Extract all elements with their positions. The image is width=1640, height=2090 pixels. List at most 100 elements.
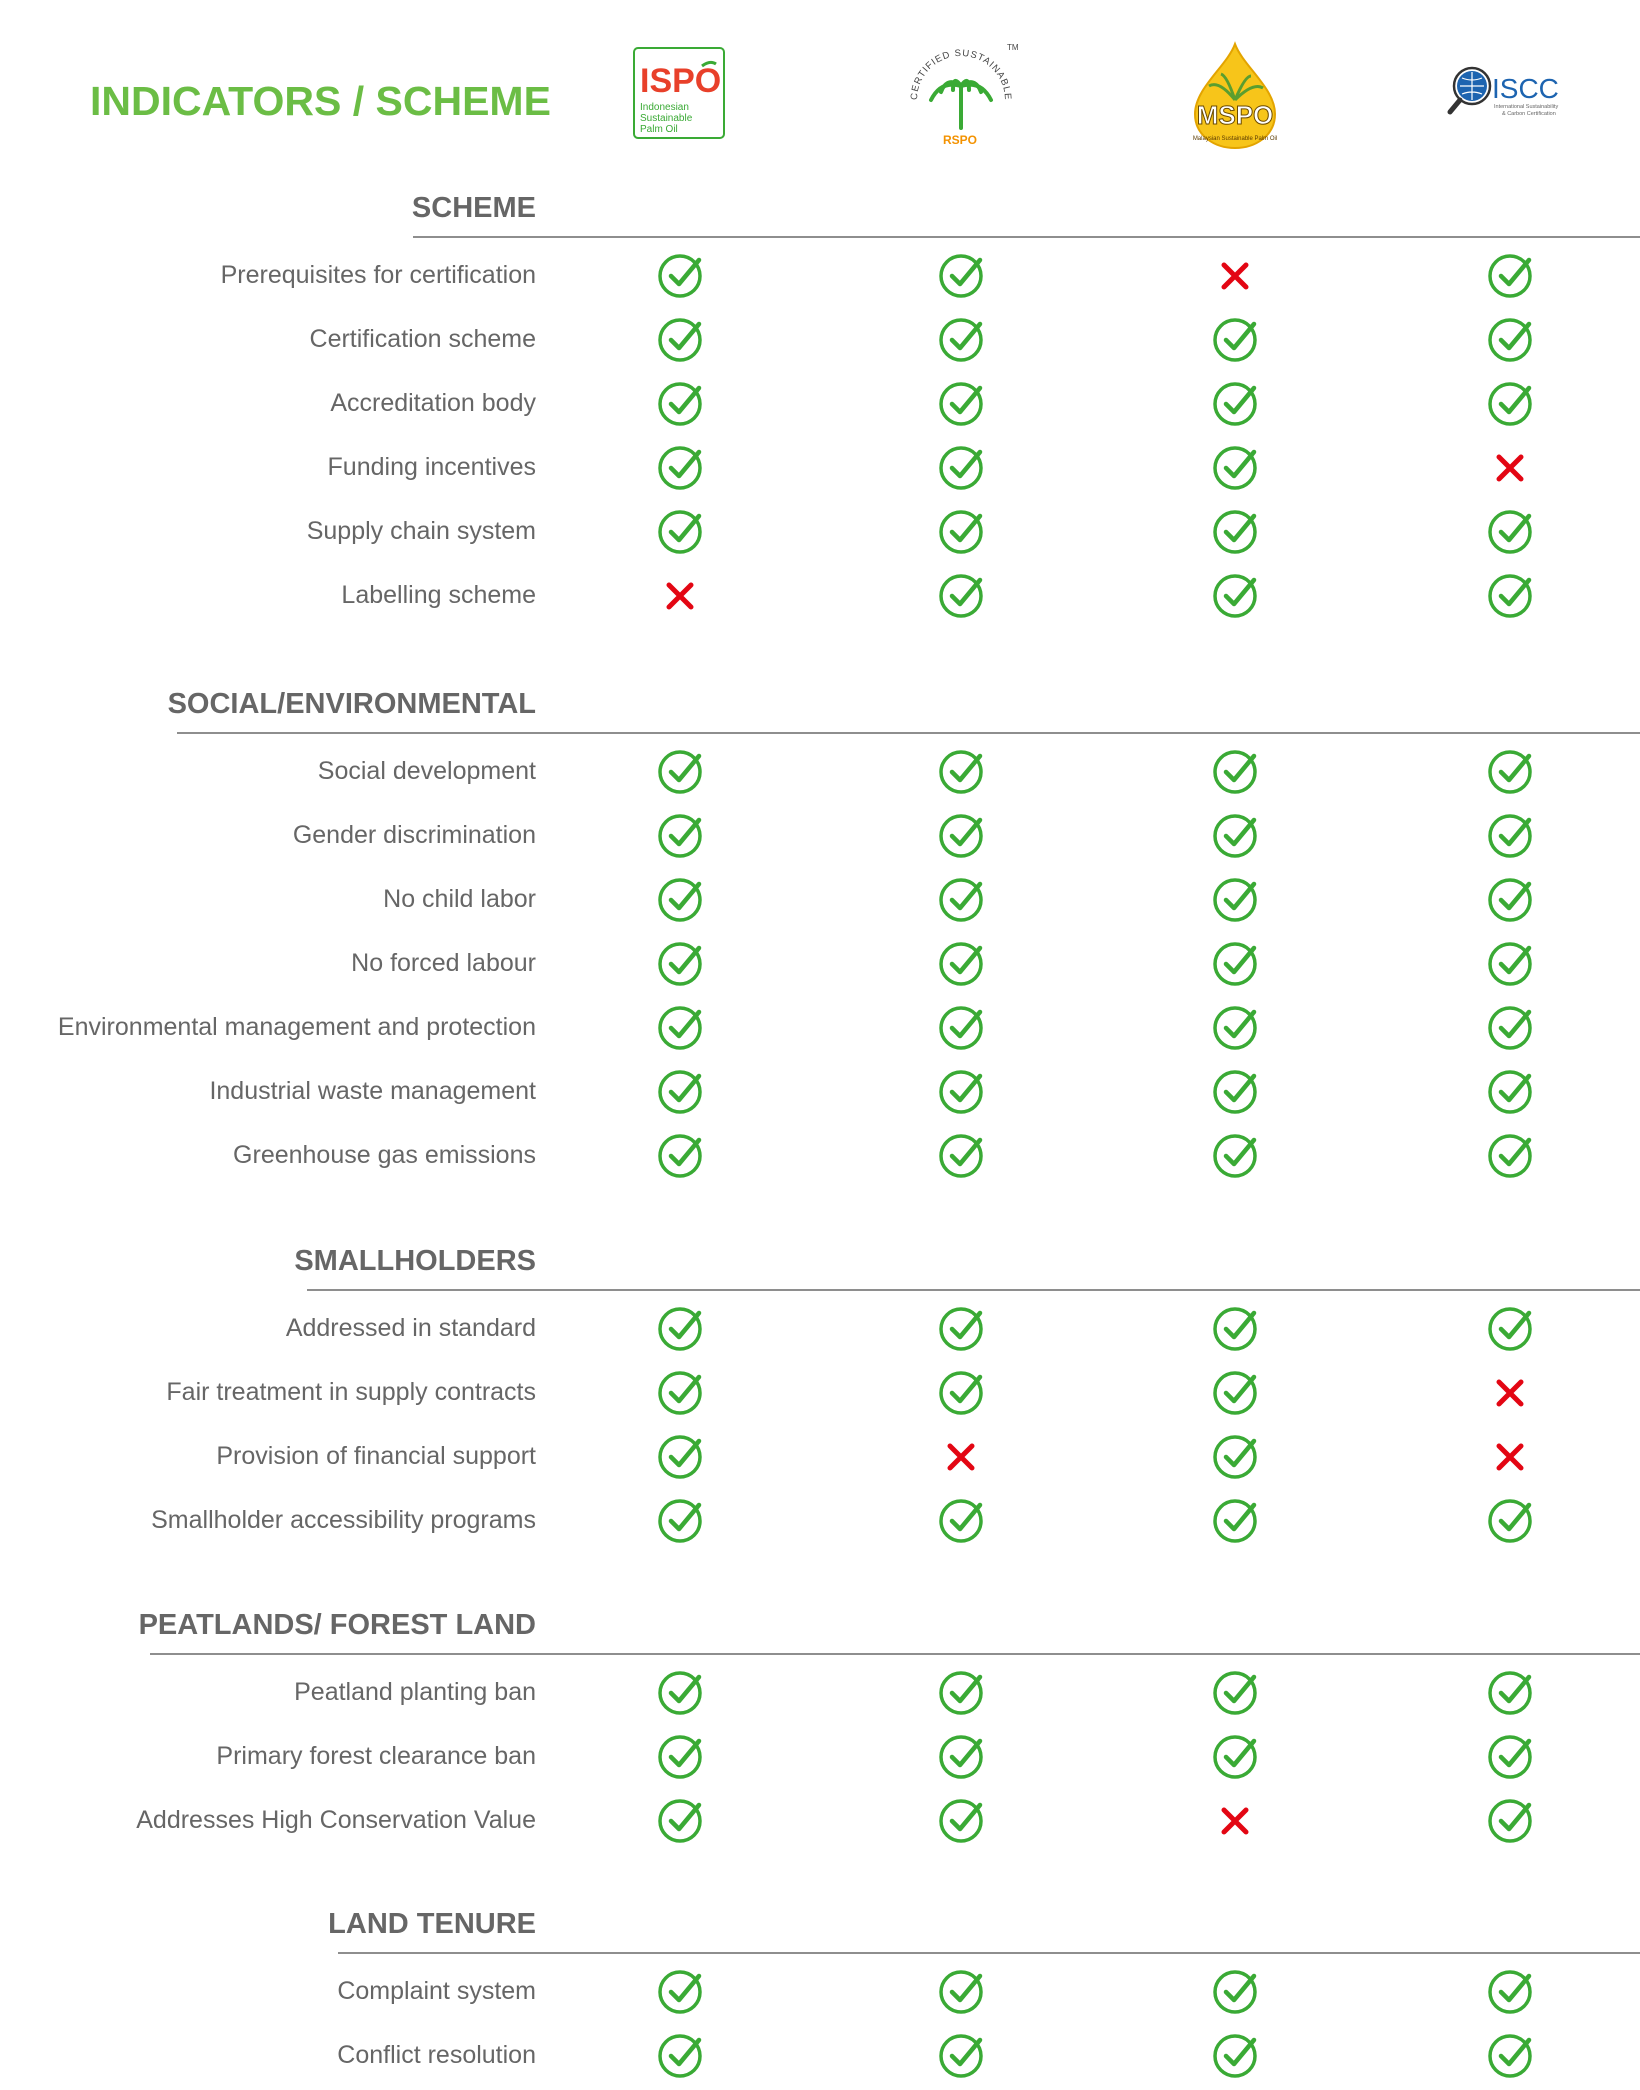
check-icon	[935, 1002, 987, 1054]
section-divider	[307, 1289, 1640, 1291]
row-label: Provision of financial support	[216, 1442, 536, 1470]
check-icon	[1209, 1367, 1261, 1419]
ispo-logo: ISPO Indonesian Sustainable Palm Oil	[610, 40, 750, 150]
row-label: Addressed in standard	[285, 1314, 536, 1342]
ispo-logo-sub2: Sustainable	[640, 113, 693, 124]
check-icon	[935, 1966, 987, 2018]
check-icon	[935, 1667, 987, 1719]
mspo-logo-text: MSPO	[1197, 100, 1274, 130]
check-icon	[1209, 810, 1261, 862]
check-icon	[1484, 506, 1536, 558]
row-label: Supply chain system	[306, 517, 536, 545]
check-icon	[935, 2030, 987, 2082]
check-icon	[1484, 874, 1536, 926]
row-label: Certification scheme	[309, 325, 536, 353]
check-icon	[935, 1495, 987, 1547]
check-icon	[935, 570, 987, 622]
check-icon	[1209, 314, 1261, 366]
check-icon	[654, 1130, 706, 1182]
check-icon	[935, 442, 987, 494]
row-label: Complaint system	[337, 1977, 536, 2005]
check-icon	[935, 874, 987, 926]
iscc-logo: ISCC International Sustainability & Carb…	[1440, 40, 1580, 150]
mspo-logo: MSPO Malaysian Sustainable Palm Oil	[1165, 40, 1305, 150]
check-icon	[654, 874, 706, 926]
check-icon	[1484, 746, 1536, 798]
check-icon	[654, 1731, 706, 1783]
check-icon	[935, 746, 987, 798]
check-icon	[1484, 314, 1536, 366]
check-icon	[1484, 1966, 1536, 2018]
cross-icon	[1209, 250, 1261, 302]
mspo-ring-text: Malaysian Sustainable Palm Oil	[1193, 136, 1277, 142]
section-divider	[413, 236, 1640, 238]
row-label: Environmental management and protection	[57, 1013, 536, 1041]
row-label: Accreditation body	[330, 389, 536, 417]
iscc-logo-text: ISCC	[1492, 73, 1559, 104]
check-icon	[1209, 2030, 1261, 2082]
check-icon	[654, 1066, 706, 1118]
row-label: Gender discrimination	[292, 821, 536, 849]
section-title: PEATLANDS/ FOREST LAND	[138, 1609, 536, 1641]
check-icon	[935, 1066, 987, 1118]
check-icon	[935, 1731, 987, 1783]
check-icon	[935, 1303, 987, 1355]
row-label: Greenhouse gas emissions	[233, 1141, 536, 1169]
check-icon	[1484, 1795, 1536, 1847]
check-icon	[1209, 506, 1261, 558]
check-icon	[654, 1431, 706, 1483]
check-icon	[654, 1367, 706, 1419]
check-icon	[654, 1495, 706, 1547]
check-icon	[1209, 1966, 1261, 2018]
check-icon	[1484, 1130, 1536, 1182]
check-icon	[1484, 810, 1536, 862]
cross-icon	[1484, 1367, 1536, 1419]
check-icon	[1484, 1303, 1536, 1355]
row-label: Conflict resolution	[337, 2041, 536, 2069]
check-icon	[1209, 1130, 1261, 1182]
check-icon	[1484, 938, 1536, 990]
check-icon	[1209, 1002, 1261, 1054]
check-icon	[654, 378, 706, 430]
check-icon	[935, 938, 987, 990]
cross-icon	[1484, 1431, 1536, 1483]
iscc-logo-sub2: & Carbon Certification	[1502, 111, 1556, 117]
row-label: Funding incentives	[327, 453, 536, 481]
row-label: Addresses High Conservation Value	[136, 1806, 536, 1834]
check-icon	[935, 314, 987, 366]
check-icon	[1484, 570, 1536, 622]
check-icon	[654, 810, 706, 862]
check-icon	[654, 314, 706, 366]
check-icon	[1209, 938, 1261, 990]
check-icon	[654, 1002, 706, 1054]
check-icon	[935, 810, 987, 862]
check-icon	[1484, 1002, 1536, 1054]
section-title: LAND TENURE	[328, 1908, 536, 1940]
section-title: SMALLHOLDERS	[294, 1245, 536, 1277]
rspo-logo-text: RSPO	[943, 133, 977, 147]
ispo-logo-sub1: Indonesian	[640, 102, 689, 113]
check-icon	[1484, 250, 1536, 302]
check-icon	[1484, 1667, 1536, 1719]
iscc-logo-sub1: International Sustainability	[1494, 104, 1558, 110]
check-icon	[654, 506, 706, 558]
check-icon	[1209, 1066, 1261, 1118]
ispo-logo-text: ISPO	[640, 62, 721, 100]
check-icon	[1484, 1066, 1536, 1118]
check-icon	[1484, 1731, 1536, 1783]
section-divider	[338, 1952, 1640, 1954]
row-label: Primary forest clearance ban	[216, 1742, 536, 1770]
rspo-logo: CERTIFIED SUSTAINABLE PALM OIL TM RSPO	[887, 32, 1031, 150]
check-icon	[935, 1367, 987, 1419]
section-title: SCHEME	[411, 192, 536, 224]
check-icon	[935, 506, 987, 558]
check-icon	[1209, 378, 1261, 430]
row-label: Labelling scheme	[341, 581, 536, 609]
section-title: SOCIAL/ENVIRONMENTAL	[167, 688, 536, 720]
check-icon	[1209, 1731, 1261, 1783]
check-icon	[654, 1795, 706, 1847]
check-icon	[1209, 570, 1261, 622]
check-icon	[1484, 378, 1536, 430]
check-icon	[1209, 1667, 1261, 1719]
check-icon	[654, 938, 706, 990]
